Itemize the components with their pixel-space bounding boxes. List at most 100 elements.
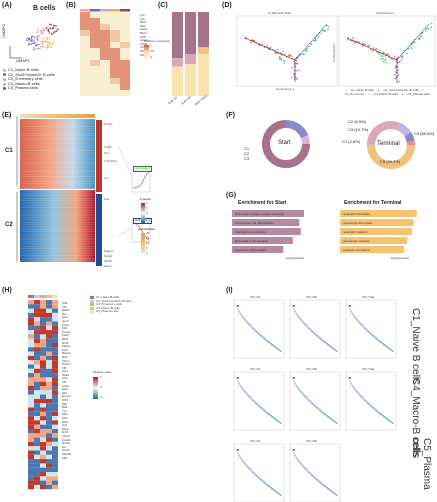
stacked-bar-segment (185, 12, 196, 54)
rank-point (306, 325, 308, 327)
regulon-gene-label: Runx3 (62, 394, 71, 399)
rank-point (354, 316, 356, 318)
trajectory-cell (372, 47, 375, 49)
regulon-cell (34, 476, 40, 481)
umap-dot (25, 39, 28, 41)
trajectory-cell (413, 41, 416, 44)
pseudotime-tick-4: 5 (146, 246, 148, 250)
umap-legend: C1_Naive B cells C2_Sox5+Vpreb3+ B cells… (3, 67, 55, 91)
rank-point (258, 333, 260, 335)
rank-point (277, 420, 279, 422)
regulon-cell (52, 338, 58, 343)
bar-c-tick-2: Bulk 24h (180, 94, 193, 106)
heatmap-b-cell (80, 78, 90, 84)
trajectory-cell (407, 48, 409, 50)
rank-point (356, 319, 358, 321)
rank-point (310, 401, 312, 403)
regulon-cell (40, 317, 46, 322)
trajectory-cell (351, 37, 354, 40)
trajectory-cell (379, 53, 381, 55)
umap-dot (31, 42, 34, 45)
gene-foxp1: Foxp1 (104, 254, 113, 258)
regulon-cell (46, 343, 52, 348)
trajectory-cell (376, 48, 378, 50)
rank-point (303, 466, 305, 468)
heatmap-b-cell (80, 42, 90, 48)
panel-a-label: (A) (2, 2, 12, 9)
rank-point (327, 415, 329, 418)
regulon-gene-label: Nfil3 (62, 398, 69, 403)
rank-point (269, 414, 271, 416)
cell-state-curves (117, 145, 151, 243)
cluster-label-c2: C2 (5, 222, 13, 228)
stacked-bar-segment (172, 66, 183, 96)
heatmap-b-cell (100, 84, 110, 90)
umap-dot (55, 24, 57, 27)
rank-point (381, 414, 383, 416)
regulon-gene-labels: Atf3 Irf4 Nfkb1 Rel Egr1 Junb Fosb Klf2 Foxo1 Pax… (62, 301, 71, 460)
regulon-cell (40, 433, 46, 438)
rank-point (370, 405, 372, 407)
regulon-cell (34, 373, 40, 378)
regulon-cell (28, 394, 34, 399)
umap-dot (52, 43, 54, 46)
rank-point (272, 344, 274, 346)
regulon-cell (52, 347, 58, 352)
rank-point (278, 493, 280, 495)
enrichment-term-label: mononuclear cell differentiation (235, 220, 274, 225)
rank-point (388, 347, 390, 349)
rank-point (331, 491, 333, 493)
rank-point (293, 308, 295, 310)
rank-point (276, 491, 278, 493)
rank-point (260, 479, 262, 481)
rank-point (274, 346, 276, 348)
heatmap-b-cell (90, 48, 100, 54)
enrichment-term-label: neutrophil chemotaxis (343, 211, 371, 216)
regulon-cell (40, 480, 46, 485)
heatmap-b-cell (100, 66, 110, 72)
rank-point (303, 322, 305, 324)
rank-point (314, 405, 316, 407)
trajectory-cell (398, 80, 400, 83)
rank-point (278, 349, 280, 351)
rank-point (328, 344, 330, 346)
rank-point (244, 319, 246, 321)
regulon-cell (40, 360, 46, 365)
umap-dot (47, 41, 50, 44)
rank-point (311, 330, 313, 332)
regulon-cell (46, 330, 52, 335)
regulon-gene-label: Mxd4 (62, 448, 70, 453)
rank-point (355, 317, 357, 320)
rank-point (326, 343, 328, 345)
regulon-cell (34, 441, 40, 447)
rank-point (349, 380, 351, 382)
regulon-cell (34, 325, 40, 331)
rank-point (242, 316, 244, 318)
trajectory-cell (279, 58, 281, 60)
rank-point (382, 343, 384, 345)
rank-point (327, 487, 329, 490)
rank-plot-frame (233, 371, 285, 431)
regulon-gene-label: Atf3 (62, 301, 68, 305)
trajectory-cell (388, 56, 391, 59)
regulon-cell (40, 467, 46, 472)
rank-point (354, 388, 356, 390)
rank-point (315, 334, 317, 336)
regulon-cell (34, 381, 40, 386)
umap-dot (31, 35, 34, 38)
enrichment-term-label: granulocyte chemotaxis (343, 220, 373, 225)
heatmap-b-cell (100, 18, 110, 24)
umap-dot (36, 29, 39, 32)
regulon-cell (34, 338, 40, 343)
rank-point (247, 466, 249, 468)
cluster-label-c1: C1 (5, 148, 13, 154)
rank-point (332, 347, 334, 349)
regulon-cell (34, 437, 40, 442)
heatmap-b-cell (100, 24, 110, 30)
rank-point (313, 332, 315, 334)
umap-dot (38, 43, 40, 46)
relative-value-colorbar (93, 377, 98, 399)
trajectory-cell (300, 53, 302, 56)
rank-point (267, 484, 269, 487)
rank-point (358, 393, 360, 395)
